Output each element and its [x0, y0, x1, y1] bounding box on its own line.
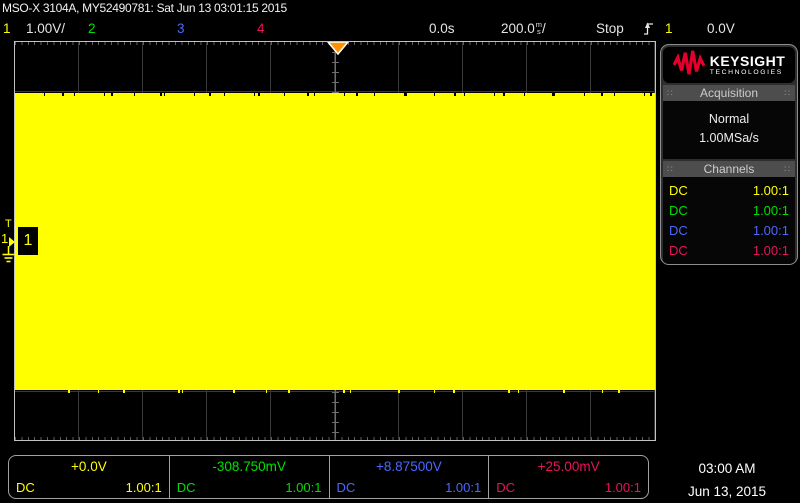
ch2-settings-row[interactable]: DC 1.00:1 — [663, 200, 795, 220]
ch2-probe-ratio: 1.00:1 — [752, 202, 789, 218]
channels-panel-title: Channels — [703, 162, 755, 176]
ch1-status-button[interactable]: 1 — [3, 21, 11, 36]
horizontal-scale[interactable]: 200.0 m s / — [501, 20, 546, 38]
acquisition-mode: Normal — [708, 112, 750, 126]
ch3-probe-ratio: 1.00:1 — [752, 222, 789, 238]
acquisition-panel-title: Acquisition — [699, 86, 759, 100]
horizontal-scale-value: 200.0 — [501, 21, 535, 36]
title-bar: MSO-X 3104A, MY52490781: Sat Jun 13 03:0… — [2, 1, 287, 15]
ch4-coupling-label: DC — [496, 480, 516, 495]
ch1-probe-ratio: 1.00:1 — [752, 182, 789, 198]
ch2-measurement-cell[interactable]: -308.750mV DC 1.00:1 — [168, 456, 329, 498]
drag-grip-icon[interactable]: ∷ — [667, 87, 674, 98]
ch3-settings-row[interactable]: DC 1.00:1 — [663, 220, 795, 240]
ch1-measurement-cell[interactable]: +0.0V DC 1.00:1 — [9, 456, 169, 498]
trigger-source[interactable]: 1 — [665, 21, 673, 36]
horizontal-position[interactable]: 0.0s — [429, 21, 455, 36]
keysight-spark-icon — [672, 49, 706, 82]
clock-date: Jun 13, 2015 — [687, 484, 767, 499]
run-state-indicator[interactable]: Stop — [596, 21, 624, 36]
keysight-logo: KEYSIGHT TECHNOLOGIES — [663, 47, 795, 83]
drag-grip-icon[interactable]: ∷ — [784, 87, 791, 98]
clock: 03:00 AM Jun 13, 2015 — [677, 457, 777, 503]
clock-time: 03:00 AM — [698, 461, 756, 476]
status-bar: 1 1.00V/ 2 3 4 0.0s 200.0 m s / Stop 1 0.0V — [0, 17, 800, 41]
ch4-probe-ratio: 1.00:1 — [752, 242, 789, 258]
drag-grip-icon[interactable]: ∷ — [667, 163, 674, 174]
ch4-status-button[interactable]: 4 — [257, 21, 265, 36]
rising-edge-icon — [643, 22, 654, 41]
ch1-offset-value: +0.0V — [71, 459, 107, 474]
ch4-settings-row[interactable]: DC 1.00:1 — [663, 240, 795, 260]
ch2-coupling: DC — [669, 202, 688, 218]
trigger-level-marker[interactable]: T — [5, 218, 12, 230]
ch4-offset-value: +25.00mV — [537, 459, 600, 474]
ch3-status-button[interactable]: 3 — [177, 21, 185, 36]
sample-rate: 1.00MSa/s — [699, 131, 759, 145]
ch3-measurement-cell[interactable]: +8.87500V DC 1.00:1 — [328, 456, 489, 498]
ch2-probe-label: 1.00:1 — [285, 480, 322, 495]
keysight-logo-text: KEYSIGHT TECHNOLOGIES — [709, 52, 786, 76]
ch2-status-button[interactable]: 2 — [88, 21, 96, 36]
ch1-vertical-scale[interactable]: 1.00V/ — [26, 21, 66, 36]
sidebar-panel: KEYSIGHT TECHNOLOGIES ∷ Acquisition ∷ No… — [660, 44, 798, 265]
ch1-trace-noise-top — [15, 93, 655, 96]
ch4-measurement-cell[interactable]: +25.00mV DC 1.00:1 — [488, 456, 648, 498]
ch3-coupling-label: DC — [336, 480, 356, 495]
ch1-settings-row[interactable]: DC 1.00:1 — [663, 180, 795, 200]
trigger-level[interactable]: 0.0V — [707, 21, 735, 36]
ch1-probe-label: 1.00:1 — [125, 480, 162, 495]
ch1-badge[interactable]: 1 — [18, 227, 38, 255]
waveform-display[interactable] — [14, 41, 656, 441]
ch1-ground-reference-label[interactable]: 1 — [1, 231, 9, 246]
channels-panel-body: DC 1.00:1 DC 1.00:1 DC 1.00:1 DC 1.00:1 — [663, 177, 795, 264]
ch2-coupling-label: DC — [176, 480, 196, 495]
acquisition-panel-header[interactable]: ∷ Acquisition ∷ — [663, 85, 795, 101]
ch2-offset-value: -308.750mV — [212, 459, 286, 474]
graticule-bottom-ticks — [15, 437, 655, 440]
horizontal-scale-slash: / — [542, 21, 546, 36]
ch1-ground-reference-arrow-icon — [9, 237, 15, 247]
channel-measurement-bar: +0.0V DC 1.00:1 -308.750mV DC 1.00:1 +8.… — [8, 455, 649, 499]
trigger-position-marker[interactable] — [326, 41, 350, 60]
channels-panel-header[interactable]: ∷ Channels ∷ — [663, 161, 795, 177]
drag-grip-icon[interactable]: ∷ — [784, 163, 791, 174]
ch1-coupling: DC — [669, 182, 688, 198]
ch1-waveform-trace[interactable] — [15, 93, 655, 390]
ch1-coupling-label: DC — [16, 480, 35, 495]
ch3-probe-label: 1.00:1 — [445, 480, 482, 495]
ch3-offset-value: +8.87500V — [376, 459, 442, 474]
ch4-probe-label: 1.00:1 — [604, 480, 641, 495]
ch1-trace-noise-bottom — [15, 390, 655, 393]
ch3-coupling: DC — [669, 222, 688, 238]
acquisition-panel-body: Normal 1.00MSa/s — [663, 101, 795, 159]
ground-icon — [2, 246, 15, 268]
ch4-coupling: DC — [669, 242, 688, 258]
